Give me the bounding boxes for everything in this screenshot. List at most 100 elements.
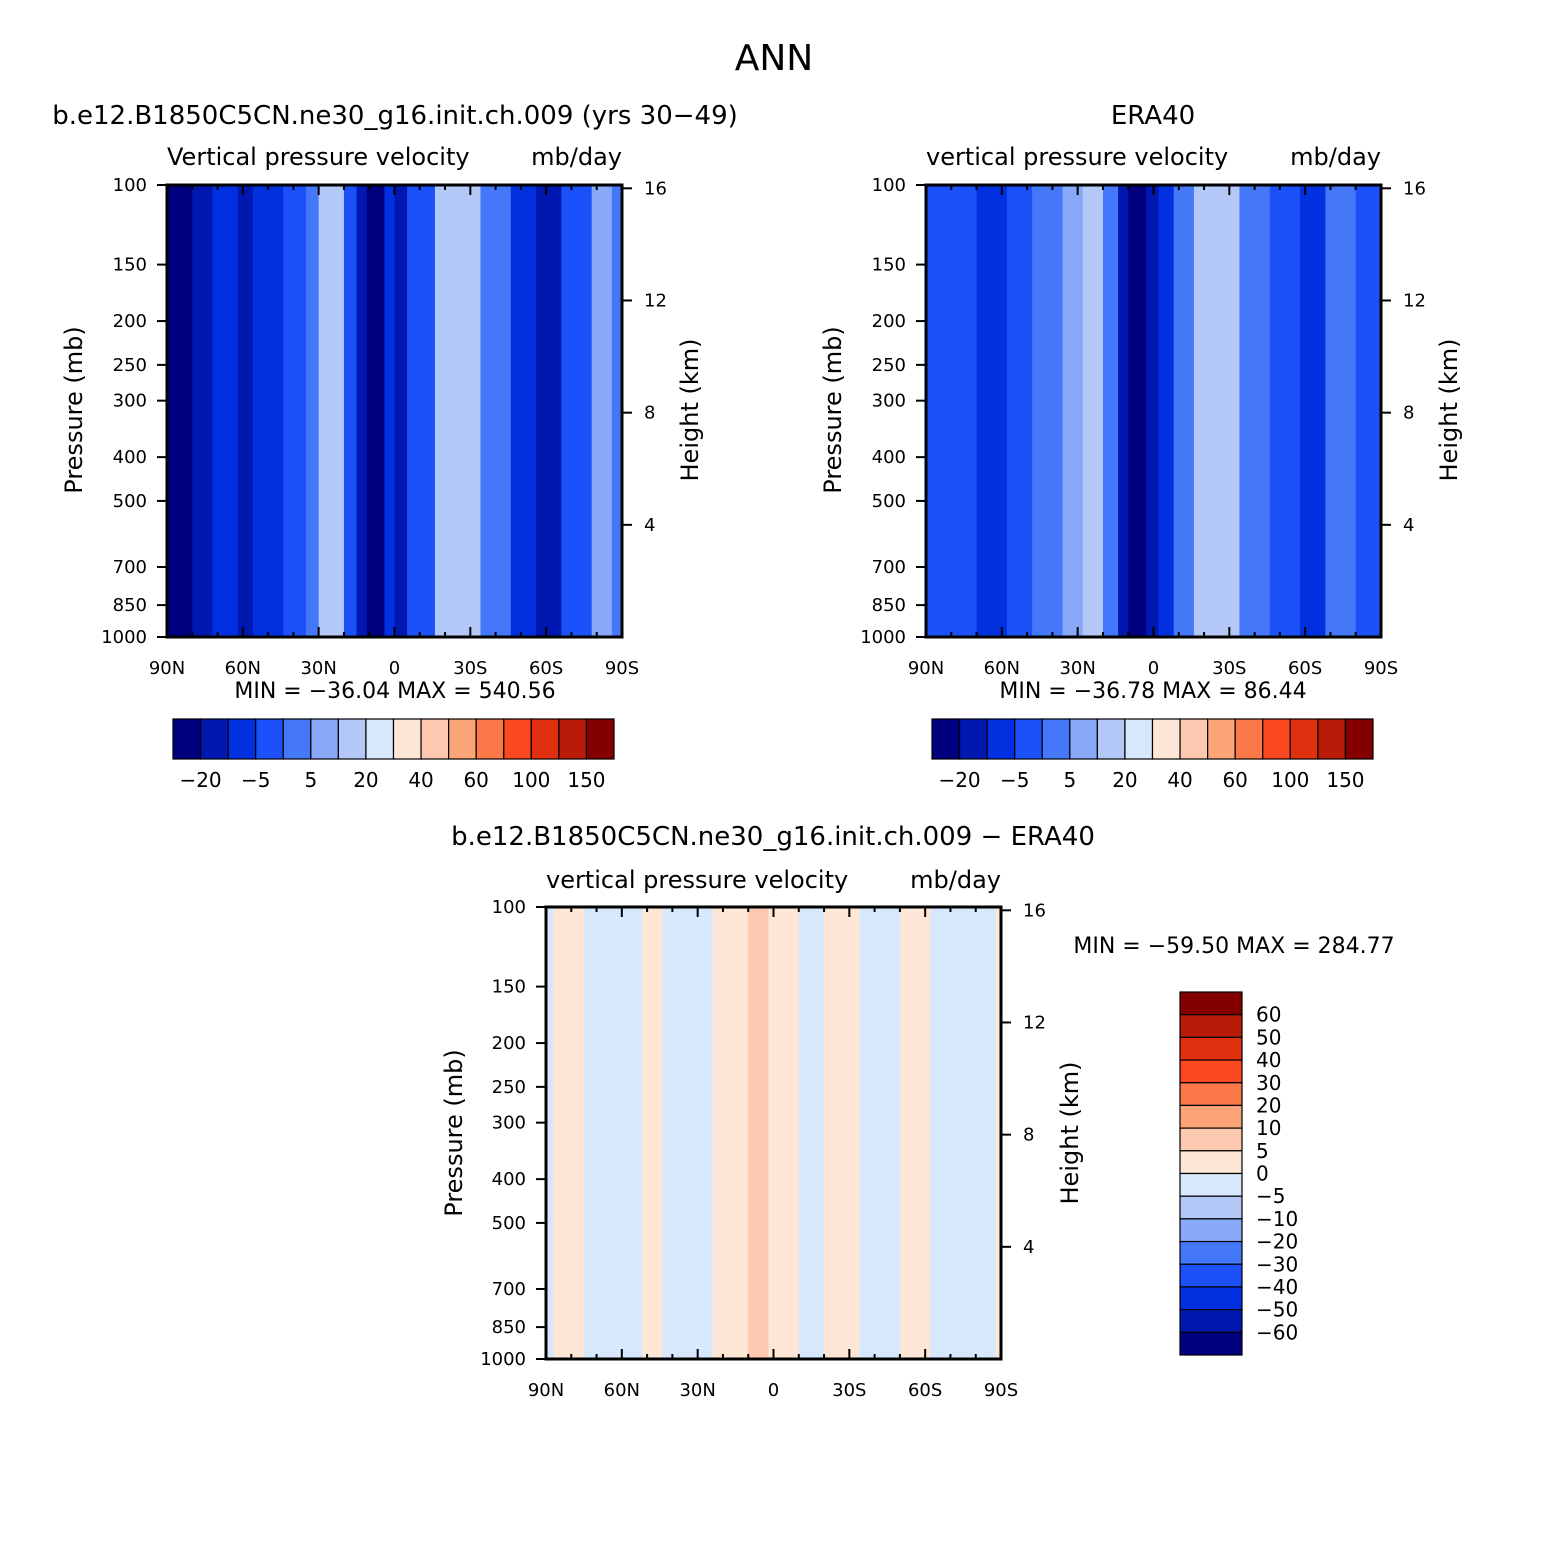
y2-tick-label: 4 [1023, 1237, 1034, 1258]
colorbar-swatch [1207, 718, 1236, 760]
min-max-stats: MIN = −36.78 MAX = 86.44 [999, 679, 1306, 704]
y-tick-label: 250 [492, 1077, 526, 1098]
contour-band [1006, 185, 1033, 637]
colorbar-label: 60 [463, 768, 488, 792]
y-tick-label: 200 [492, 1033, 526, 1054]
y-tick-label: 400 [872, 447, 906, 468]
colorbar-label: −20 [938, 768, 980, 792]
y2-tick-label: 12 [1023, 1012, 1046, 1033]
right-string: mb/day [910, 866, 1001, 894]
y-tick-label: 850 [872, 595, 906, 616]
colorbar-swatch [558, 718, 588, 760]
colorbar-swatch [1179, 1059, 1243, 1084]
y-axis-label: Pressure (mb) [440, 1049, 468, 1216]
contour-band [1118, 185, 1129, 637]
x-tick-label: 90N [528, 1380, 564, 1401]
y2-tick-label: 16 [644, 178, 667, 199]
colorbar-label: 100 [512, 768, 550, 792]
contour-band [407, 185, 436, 637]
colorbar-swatch [958, 718, 988, 760]
contour-band [237, 185, 254, 637]
colorbar-label: −50 [1256, 1298, 1298, 1322]
contour-band [930, 907, 967, 1359]
y-tick-label: 100 [492, 897, 526, 918]
colorbar-label: 60 [1256, 1003, 1281, 1027]
colorbar-swatch [199, 718, 229, 760]
colorbar-label: 50 [1256, 1025, 1281, 1049]
colorbar-swatch [1179, 1104, 1243, 1129]
colorbar-swatch [1179, 1036, 1243, 1061]
y-tick-label: 150 [872, 255, 906, 276]
y-tick-label: 500 [492, 1213, 526, 1234]
colorbar-swatch [1069, 718, 1098, 760]
contour-band [583, 907, 618, 1359]
contour-band [356, 185, 368, 637]
y-tick-label: 250 [872, 355, 906, 376]
contour-band [859, 907, 901, 1359]
y-tick-label: 400 [492, 1169, 526, 1190]
colorbar-swatch [1041, 718, 1071, 760]
y-tick-label: 100 [872, 175, 906, 196]
colorbar-swatch [1124, 718, 1154, 760]
x-tick-label: 90S [605, 658, 639, 679]
y2-axis-label: Height (km) [676, 339, 704, 482]
contour-band [1193, 185, 1240, 637]
x-tick-label: 30S [1212, 658, 1246, 679]
colorbar-swatch [420, 718, 450, 760]
contour-band [899, 907, 931, 1359]
colorbar-swatch [1317, 718, 1347, 760]
colorbar-label: −40 [1256, 1275, 1298, 1299]
colorbar-label: −20 [1256, 1230, 1298, 1254]
colorbar-swatch [1151, 718, 1181, 760]
x-tick-label: 0 [768, 1380, 779, 1401]
min-max-stats: MIN = −36.04 MAX = 540.56 [234, 679, 555, 704]
colorbar-swatch [1179, 1127, 1243, 1152]
colorbar-label: 5 [1063, 768, 1076, 792]
y-tick-label: 150 [113, 255, 147, 276]
y2-tick-label: 8 [1023, 1125, 1034, 1146]
colorbar-swatch [530, 718, 560, 760]
colorbar-swatch [282, 718, 312, 760]
contour-band [642, 907, 663, 1359]
colorbar-label: 40 [1167, 768, 1192, 792]
x-tick-label: 30S [832, 1380, 866, 1401]
contour-band [561, 185, 593, 637]
page-title: ANN [735, 38, 814, 79]
y2-tick-label: 12 [644, 290, 667, 311]
colorbar-label: 30 [1256, 1071, 1281, 1095]
colorbar-swatch [1179, 1150, 1243, 1175]
contour-band [167, 185, 193, 637]
contour-band [536, 185, 562, 637]
contour-band [1062, 185, 1084, 637]
contour-band [480, 185, 512, 637]
colorbar-label: −20 [179, 768, 221, 792]
x-tick-label: 90S [984, 1380, 1018, 1401]
colorbar-swatch [1179, 991, 1243, 1016]
colorbar: −20 −5 5 20 40 60 100 150 [931, 718, 1374, 792]
colorbar-swatch [585, 718, 615, 760]
contour-band [1032, 185, 1063, 637]
colorbar-swatch [1179, 1014, 1243, 1038]
x-tick-label: 60S [908, 1380, 942, 1401]
x-tick-label: 90N [908, 658, 944, 679]
y-tick-label: 400 [113, 447, 147, 468]
y-tick-label: 100 [113, 175, 147, 196]
contour-band [965, 907, 997, 1359]
left-string: vertical pressure velocity [546, 866, 848, 894]
colorbar-label: 60 [1222, 768, 1247, 792]
x-tick-label: 30N [1059, 658, 1095, 679]
y-tick-label: 850 [113, 595, 147, 616]
x-tick-label: 60N [225, 658, 261, 679]
colorbar-label: −5 [241, 768, 270, 792]
contour-band [212, 185, 239, 637]
colorbar-label: −5 [1256, 1184, 1285, 1208]
y-tick-label: 700 [113, 557, 147, 578]
colorbar-swatch [227, 718, 257, 760]
colorbar-label: −5 [1000, 768, 1029, 792]
right-string: mb/day [1290, 143, 1381, 171]
colorbar-swatch [1179, 1218, 1243, 1243]
contour-band [768, 907, 800, 1359]
left-string: Vertical pressure velocity [167, 143, 470, 171]
x-tick-label: 60S [529, 658, 563, 679]
colorbar-label: −30 [1256, 1252, 1298, 1276]
